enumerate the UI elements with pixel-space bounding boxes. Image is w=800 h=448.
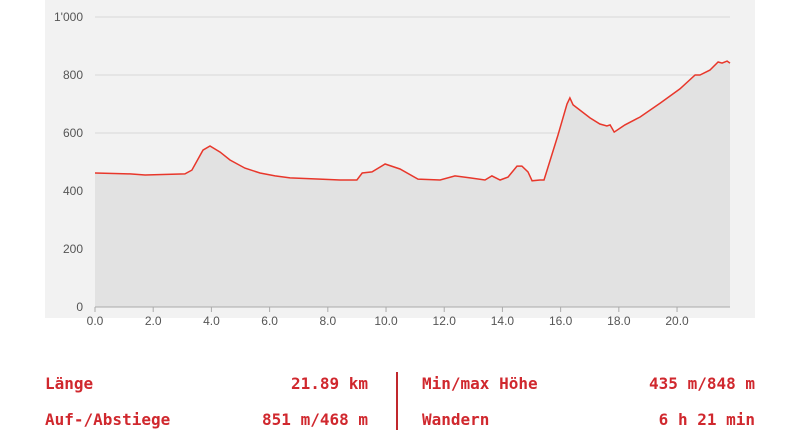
chart: 0 200 400 600 800 1'000 0.0 2.0 4.0 6.0 8.0 10.0 12.… — [45, 0, 755, 328]
line — [94, 60, 731, 182]
y-tick-label: 200 — [63, 242, 83, 256]
stat-label: Länge — [45, 374, 94, 393]
y-tick-label: 1'000 — [54, 10, 83, 24]
x-tick-label: 8.0 — [319, 314, 336, 328]
area — [95, 61, 730, 307]
stat-label: Wandern — [422, 410, 490, 429]
divider — [396, 372, 398, 430]
x-tick-label: 4.0 — [203, 314, 220, 328]
x-tick-label: 20.0 — [665, 314, 689, 328]
stat-label: Min/max Höhe — [422, 374, 538, 393]
stat-value: 851 m/468 m — [262, 410, 368, 429]
x-tick-label: 10.0 — [374, 314, 398, 328]
x-tick-label: 16.0 — [549, 314, 573, 328]
stat-label: Auf-/Abstiege — [45, 410, 171, 429]
y-tick-label: 600 — [63, 126, 83, 140]
y-tick-label: 800 — [63, 68, 83, 82]
x-tick-label: 6.0 — [261, 314, 278, 328]
stat-value: 435 m/848 m — [649, 374, 755, 393]
stat-value: 21.89 km — [290, 374, 368, 393]
x-tick-label: 2.0 — [145, 314, 162, 328]
stat-value: 6 h 21 min — [658, 410, 755, 429]
x-tick-label: 18.0 — [607, 314, 631, 328]
x-tick-label: 12.0 — [433, 314, 457, 328]
x-tick-label: 0.0 — [87, 314, 104, 328]
x-tick-label: 14.0 — [491, 314, 515, 328]
y-tick-label: 0 — [76, 300, 83, 314]
y-tick-label: 400 — [63, 184, 83, 198]
